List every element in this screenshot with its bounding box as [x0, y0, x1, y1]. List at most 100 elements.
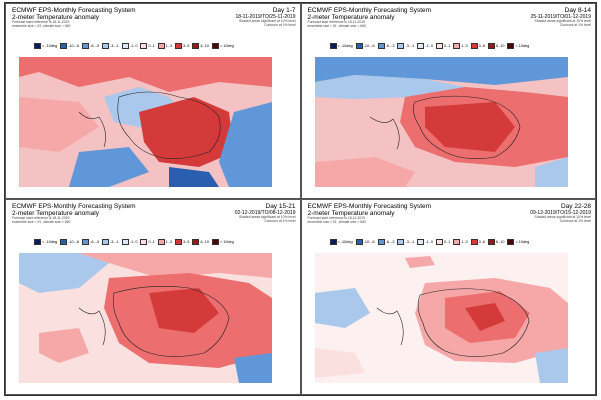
anomaly-map — [314, 253, 568, 383]
legend-item: -3..-1 — [397, 42, 414, 50]
legend-label: -6..-3 — [385, 240, 395, 244]
legend-label: < -10deg — [337, 240, 353, 244]
warm-anomaly-region — [424, 102, 515, 152]
warm-anomaly-region — [314, 348, 365, 378]
legend-item: 3..6 — [175, 238, 189, 246]
warm-anomaly-region — [19, 97, 99, 152]
forecast-grid: ECMWF EPS-Monthly Forecasting System 2-m… — [4, 2, 597, 396]
legend-item: 1..3 — [157, 238, 172, 246]
legend-item: 6..10 — [487, 42, 505, 50]
legend-swatch — [157, 43, 165, 49]
legend-swatch — [140, 239, 148, 245]
legend-label: 6..10 — [200, 240, 209, 244]
legend-swatch — [101, 239, 109, 245]
legend-item: 1..3 — [453, 42, 468, 50]
contour-note: Contours at 1% level — [559, 218, 591, 223]
panel-subtitle: 2-meter Temperature anomaly — [307, 210, 395, 217]
legend-swatch — [60, 43, 68, 49]
legend-label: -3..-1 — [405, 44, 415, 48]
panel-meta: Forecast start reference is 18-11-2019 e… — [307, 20, 366, 29]
significance-note: Shaded areas significant at 10% level Co… — [534, 19, 591, 28]
legend-swatch — [211, 43, 219, 49]
color-legend: < -10deg -10..-6 -6..-3 -3..-1 -1..0 0..… — [329, 238, 533, 246]
legend-swatch — [470, 239, 478, 245]
legend-item: -3..-1 — [397, 238, 414, 246]
shading-note: Shaded areas significant at 10% level — [534, 215, 591, 219]
forecast-panel-day-1-7: ECMWF EPS-Monthly Forecasting System 2-m… — [5, 3, 301, 199]
legend-item: -6..-3 — [377, 238, 395, 246]
date-range: 18-11-2019/TO/25-11-2019 — [235, 14, 296, 20]
coastline — [78, 307, 106, 346]
legend-swatch — [377, 43, 385, 49]
legend-item: -3..-1 — [101, 238, 119, 246]
legend-label: -1..0 — [129, 44, 138, 48]
legend-label: -3..-1 — [405, 240, 415, 244]
legend-swatch — [417, 43, 425, 49]
legend-item: -1..0 — [121, 238, 137, 246]
anomaly-map-svg — [314, 57, 568, 187]
legend-swatch — [435, 239, 443, 245]
legend-label: < -10deg — [337, 44, 353, 48]
cold-anomaly-region — [219, 102, 272, 187]
legend-label: 3..6 — [183, 240, 190, 244]
legend-swatch — [192, 43, 200, 49]
legend-swatch — [507, 239, 515, 245]
legend-label: 3..6 — [183, 44, 190, 48]
legend-label: -6..-3 — [90, 240, 99, 244]
legend-label: < -10deg — [42, 44, 58, 48]
contour-note: Contours at 1% level — [559, 22, 591, 27]
contour-note: Contours at 1% level — [264, 22, 296, 27]
legend-swatch — [140, 43, 148, 49]
warm-anomaly-region — [149, 288, 219, 333]
legend-item: -6..-3 — [82, 42, 99, 50]
forecast-start: Forecast start reference is 18-11-2019 — [12, 216, 70, 220]
coastline — [369, 116, 400, 150]
legend-swatch — [329, 239, 337, 245]
legend-item: 6..10 — [192, 238, 209, 246]
legend-item: 6..10 — [487, 238, 504, 246]
legend-swatch — [60, 239, 68, 245]
legend-item: -1..0 — [121, 42, 138, 50]
panel-title: ECMWF EPS-Monthly Forecasting System — [12, 7, 136, 14]
legend-item: > 10deg — [507, 42, 529, 50]
legend-swatch — [175, 43, 183, 49]
panel-header: ECMWF EPS-Monthly Forecasting System 2-m… — [12, 203, 296, 224]
date-range: 09-12-2019/TO/15-12-2019 — [530, 210, 591, 216]
ensemble-size: ensemble size = 51 ,climate size = 660 — [12, 23, 71, 28]
warm-anomaly-region — [79, 253, 272, 278]
legend-item: 3..6 — [175, 42, 189, 50]
warm-anomaly-region — [19, 57, 272, 92]
legend-swatch — [211, 239, 219, 245]
legend-item: -10..-6 — [60, 238, 79, 246]
legend-item: 0..1 — [140, 42, 155, 50]
legend-label: 0..1 — [148, 44, 155, 48]
legend-item: -1..0 — [417, 42, 433, 50]
legend-item: > 10deg — [211, 42, 234, 50]
legend-label: 0..1 — [148, 240, 155, 244]
legend-swatch — [192, 239, 200, 245]
anomaly-map-svg — [19, 57, 272, 187]
day-range-label: Day 22-28 — [561, 203, 591, 210]
legend-item: < -10deg — [34, 238, 57, 246]
legend-swatch — [487, 239, 495, 245]
legend-item: 3..6 — [470, 238, 485, 246]
legend-label: -10..-6 — [68, 44, 80, 48]
color-legend: < -10deg -10..-6 -6..-3 -3..-1 -1..0 0..… — [34, 238, 237, 246]
anomaly-map — [19, 253, 272, 383]
cold-anomaly-region — [534, 157, 568, 187]
coastline — [112, 286, 230, 357]
legend-swatch — [34, 43, 41, 49]
legend-swatch — [453, 43, 461, 49]
forecast-panel-day-22-28: ECMWF EPS-Monthly Forecasting System 2-m… — [300, 199, 596, 395]
legend-item: < -10deg — [34, 42, 57, 50]
legend-label: -10..-6 — [68, 240, 80, 244]
legend-label: 6..10 — [200, 44, 209, 48]
legend-label: > 10deg — [219, 44, 234, 48]
legend-label: 6..10 — [495, 44, 505, 48]
warm-anomaly-region — [139, 97, 234, 167]
day-range-label: Day 8-14 — [564, 7, 591, 14]
legend-item: 0..1 — [140, 238, 155, 246]
anomaly-map-svg — [314, 253, 568, 383]
legend-item: > 10deg — [211, 238, 234, 246]
forecast-start: Forecast start reference is 18-11-2019 — [307, 20, 365, 24]
